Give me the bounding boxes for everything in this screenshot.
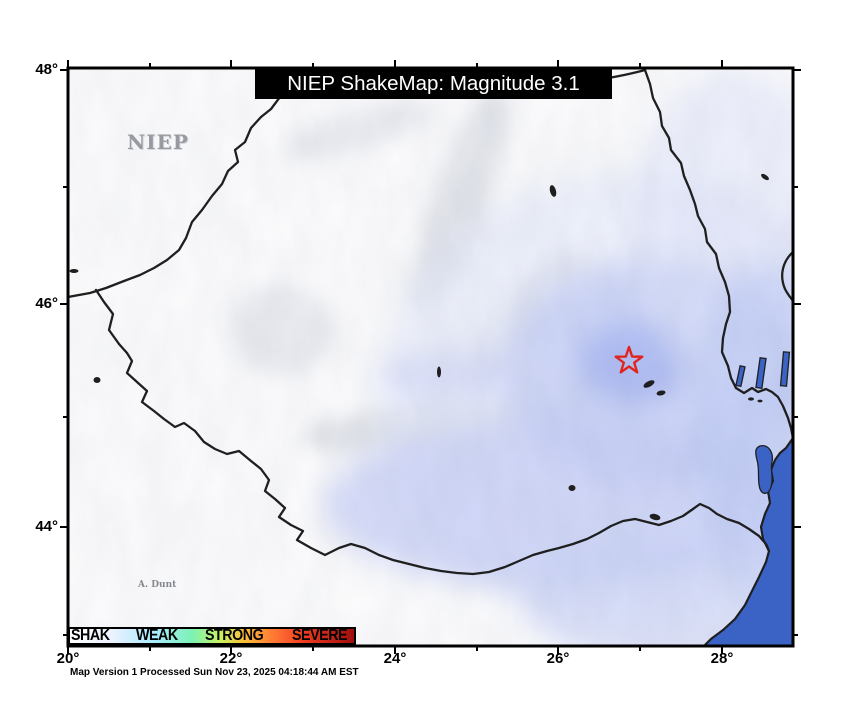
y-axis-label-48: 48° [35,61,58,78]
x-axis-label-20: 20° [56,650,80,667]
version-caption: Map Version 1 Processed Sun Nov 23, 2025… [70,667,359,678]
niep-watermark: NIEP [127,130,189,154]
delta-lakes [735,351,791,390]
epicenter-star-icon [614,345,644,374]
axis-ticks [60,60,801,654]
x-axis-label-24: 24° [383,650,407,667]
title-bar: NIEP ShakeMap: Magnitude 3.1 [255,68,612,99]
lakes [69,173,769,521]
map-title: NIEP ShakeMap: Magnitude 3.1 [287,71,580,95]
place-label: A. Dunt [138,580,177,590]
legend-word-severe: SEVERE [292,627,348,644]
coastline [703,437,792,645]
x-axis-label-28: 28° [710,650,734,667]
x-axis-label-26: 26° [546,650,570,667]
legend-word-weak: WEAK [136,627,179,644]
colorbar-gradient: SHAK WEAK STRONG SEVERE [68,627,356,645]
legend-word-strong: STRONG [205,627,264,644]
hillshade-texture [69,69,792,645]
y-axis-label-44: 44° [35,518,58,535]
delta-islets [748,397,763,403]
x-axis-label-22: 22° [219,650,243,667]
legend-word-shaking: SHAK [71,627,110,644]
black-sea [705,439,792,645]
lagoon [755,445,774,494]
y-axis-label-46: 46° [35,295,58,312]
